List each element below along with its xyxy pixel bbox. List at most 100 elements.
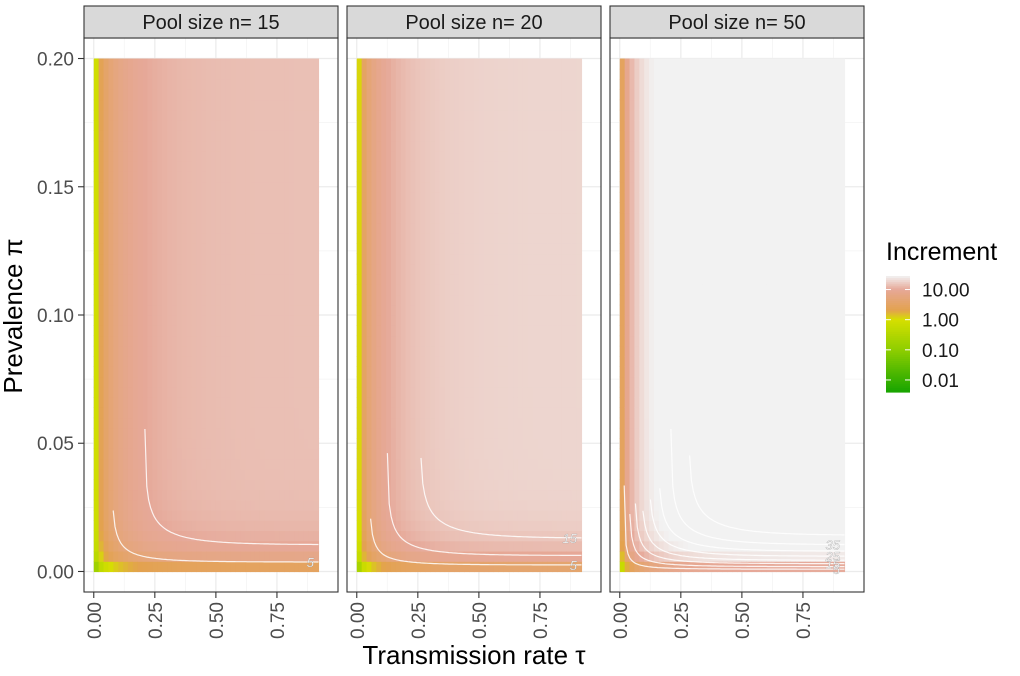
heat-cell: [289, 489, 295, 501]
heat-cell: [430, 263, 436, 275]
heat-cell: [250, 356, 256, 367]
heat-cell: [571, 212, 578, 224]
heat-cell: [171, 530, 178, 542]
heat-cell: [629, 232, 636, 244]
heat-cell: [269, 89, 276, 101]
heat-cell: [298, 68, 305, 80]
heat-cell: [434, 191, 441, 203]
heat-cell: [98, 79, 105, 90]
heat-cell: [410, 458, 416, 470]
heat-cell: [93, 191, 100, 203]
heat-cell: [434, 68, 441, 80]
heat-cell: [552, 263, 558, 275]
heat-cell: [513, 550, 519, 562]
heat-cell: [390, 540, 397, 552]
heat-cell: [508, 335, 514, 347]
heat-cell: [366, 273, 373, 285]
heat-cell: [483, 99, 490, 111]
heat-cell: [240, 150, 246, 162]
heat-cell: [279, 284, 285, 296]
heat-cell: [206, 561, 212, 573]
heat-cell: [220, 540, 227, 552]
heat-cell: [624, 397, 631, 408]
heat-cell: [478, 120, 485, 131]
heat-cell: [103, 376, 110, 388]
heat-cell: [264, 222, 271, 234]
heat-cell: [167, 99, 173, 111]
heat-cell: [474, 243, 480, 255]
heat-cell: [240, 130, 246, 142]
heat-cell: [245, 222, 251, 234]
heat-cell: [395, 468, 402, 480]
heat-cell: [400, 181, 407, 193]
heat-cell: [415, 304, 421, 316]
heat-cell: [415, 58, 421, 70]
heat-cell: [259, 509, 266, 521]
heat-cell: [624, 99, 631, 111]
heat-cell: [162, 345, 168, 357]
heat-cell: [162, 263, 168, 275]
heat-cell: [220, 427, 227, 439]
heat-cell: [537, 376, 543, 388]
heat-cell: [186, 140, 193, 152]
heat-cell: [127, 417, 134, 429]
heat-cell: [517, 397, 524, 408]
heat-cell: [132, 345, 139, 357]
heat-cell: [474, 509, 480, 521]
heat-cell: [108, 386, 114, 398]
heat-cell: [634, 417, 640, 429]
heat-cell: [181, 232, 188, 244]
heat-cell: [644, 417, 650, 429]
heat-cell: [356, 540, 363, 552]
heat-cell: [488, 222, 495, 234]
heat-cell: [361, 448, 368, 460]
heat-cell: [513, 386, 519, 398]
heat-cell: [196, 499, 202, 511]
heat-cell: [206, 448, 212, 460]
heat-cell: [532, 202, 539, 214]
heat-cell: [142, 499, 149, 511]
heat-cell: [576, 202, 583, 214]
heat-cell: [624, 253, 631, 265]
heat-cell: [274, 407, 280, 419]
heat-cell: [230, 356, 237, 367]
heat-cell: [420, 140, 426, 152]
heat-cell: [93, 89, 100, 101]
heat-cell: [444, 150, 451, 162]
heat-cell: [103, 171, 110, 183]
heat-cell: [532, 376, 539, 388]
heat-cell: [118, 99, 124, 111]
heat-cell: [206, 489, 212, 501]
heat-cell: [410, 222, 416, 234]
heat-cell: [176, 499, 183, 511]
heat-cell: [517, 181, 524, 193]
heat-cell: [225, 438, 232, 449]
heat-cell: [220, 273, 227, 285]
heat-cell: [469, 438, 475, 449]
heat-cell: [259, 315, 266, 326]
heat-cell: [624, 191, 631, 203]
heat-cell: [469, 335, 475, 347]
heat-cell: [206, 294, 212, 306]
heat-cell: [152, 325, 158, 337]
heat-cell: [313, 109, 320, 121]
heat-cell: [259, 130, 266, 142]
heat-cell: [425, 509, 431, 521]
heat-cell: [196, 284, 202, 296]
heat-cell: [298, 181, 305, 193]
heat-cell: [298, 386, 305, 398]
heat-cell: [108, 356, 114, 367]
heat-cell: [181, 458, 188, 470]
heat-cell: [98, 427, 105, 439]
heat-cell: [527, 509, 534, 521]
heat-cell: [449, 140, 456, 152]
heat-cell: [513, 273, 519, 285]
heat-cell: [517, 232, 524, 244]
heat-cell: [298, 458, 305, 470]
heat-cell: [517, 161, 524, 172]
heat-cell: [644, 150, 650, 162]
heat-cell: [123, 294, 129, 306]
heat-cell: [639, 550, 645, 562]
heat-cell: [264, 150, 271, 162]
heat-cell: [215, 99, 222, 111]
